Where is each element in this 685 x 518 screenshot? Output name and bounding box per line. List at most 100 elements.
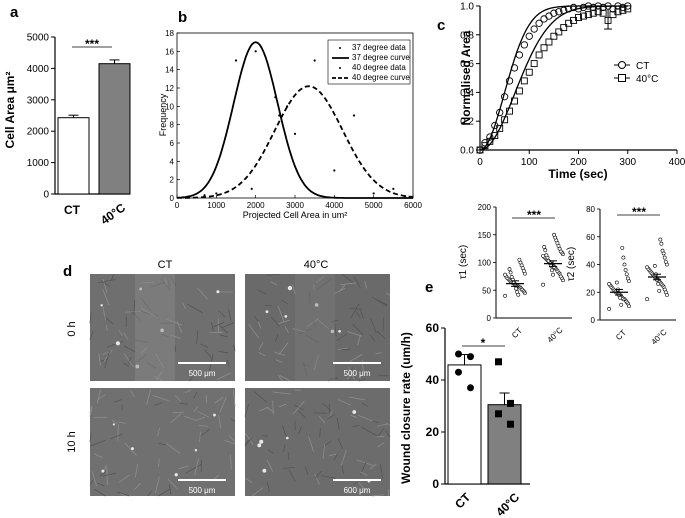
cell-texture	[179, 402, 189, 405]
cell-texture	[110, 433, 123, 440]
c-marker-ct	[569, 3, 578, 12]
c2-point	[614, 280, 619, 285]
c-marker-ct	[555, 8, 563, 16]
e-bar	[487, 404, 522, 485]
c-marker-ct	[486, 133, 494, 141]
c2-point	[662, 255, 667, 260]
e-point-ct	[467, 384, 474, 392]
e-point-ct	[467, 353, 474, 361]
cell-texture	[199, 343, 209, 348]
cell-texture	[106, 340, 124, 348]
c-x-tick-label: 400	[669, 157, 685, 168]
cell-texture	[319, 428, 321, 438]
c2-y-tick-label: 60	[586, 233, 595, 242]
c-marker-40	[530, 60, 538, 68]
bright-spot	[314, 303, 319, 307]
c2-y-tick-label: 40	[586, 261, 595, 270]
chart-e: 0 20 40 60 Wound closure rate (um/h) * CT 4…	[399, 321, 530, 518]
panel-label-a: a	[10, 4, 19, 21]
c2-significance: ***	[632, 205, 646, 219]
cell-texture	[103, 464, 108, 471]
c-marker-40	[550, 32, 558, 40]
cell-texture	[377, 442, 385, 448]
cell-texture	[205, 395, 208, 404]
cell-texture	[337, 347, 348, 351]
cell-texture	[257, 321, 262, 329]
c1-point	[550, 268, 554, 273]
c-marker-ct	[535, 19, 543, 27]
cell-texture	[333, 453, 338, 461]
b-x-tick-label: 0	[175, 201, 180, 210]
bright-spot	[338, 329, 341, 333]
cell-texture	[293, 400, 305, 415]
e-y-label: Wound closure rate (um/h)	[399, 332, 413, 484]
b-fit-curve	[177, 85, 414, 199]
bright-spot	[330, 329, 335, 334]
c2-point	[624, 272, 629, 277]
b-legend-2: 40 degree data	[352, 63, 406, 72]
cell-texture	[133, 299, 136, 313]
cell-texture	[318, 415, 326, 424]
chart-tau1: 0 50 100 150 200 τ1 (sec) *** CT 40°C	[458, 203, 572, 345]
cell-texture	[137, 354, 148, 363]
cell-texture	[244, 404, 249, 417]
c1-point	[503, 293, 508, 298]
cell-texture	[155, 476, 160, 494]
c2-cat-ct: CT	[614, 328, 628, 342]
cell-texture	[111, 419, 117, 424]
bright-spot	[257, 443, 262, 448]
cell-texture	[350, 303, 360, 319]
c2-point	[607, 282, 612, 286]
cell-texture	[89, 439, 106, 447]
cell-texture	[147, 362, 157, 369]
cell-texture	[328, 453, 337, 457]
a-significance: ***	[85, 37, 99, 51]
c-marker-ct	[584, 2, 592, 10]
c2-y-tick-label: 80	[586, 205, 595, 214]
cell-texture	[316, 318, 329, 330]
b-legend-marker-0	[339, 47, 341, 49]
cell-texture	[357, 335, 361, 346]
cell-texture	[154, 402, 163, 406]
c-marker-40	[496, 124, 504, 132]
cell-texture	[330, 408, 333, 416]
cell-texture	[377, 423, 388, 427]
c-y-tick-label: 0.6	[460, 59, 474, 70]
cell-texture	[172, 411, 185, 414]
c1-y-tick-label: 0	[487, 314, 492, 323]
cell-texture	[336, 417, 340, 430]
cell-texture	[350, 415, 358, 418]
cell-texture	[254, 316, 259, 322]
cell-texture	[358, 481, 366, 491]
cell-texture	[330, 319, 339, 323]
e-point-40	[507, 420, 514, 428]
cell-texture	[277, 374, 284, 382]
cell-texture	[170, 413, 182, 424]
cell-texture	[244, 439, 250, 445]
cell-texture	[279, 375, 291, 382]
cell-texture	[91, 471, 97, 487]
cell-texture	[193, 391, 198, 399]
c-marker-40	[486, 137, 494, 145]
cell-texture	[155, 370, 163, 381]
c1-y-tick-label: 150	[478, 231, 492, 240]
c2-point	[659, 241, 664, 246]
c2-point	[645, 297, 650, 302]
cell-texture	[123, 362, 130, 367]
cell-texture	[155, 352, 165, 369]
cell-texture	[98, 353, 101, 366]
cell-texture	[358, 378, 366, 382]
cell-texture	[117, 491, 130, 497]
b-data-point	[372, 192, 375, 195]
cell-texture	[158, 488, 171, 497]
cell-texture	[303, 362, 308, 376]
c1-point	[543, 248, 548, 253]
e-y-tick-label: 0	[432, 477, 439, 491]
cell-texture	[219, 334, 228, 338]
a-bar	[98, 63, 131, 195]
c1-y-tick-label: 50	[482, 286, 491, 295]
cell-texture	[216, 372, 231, 380]
c-legend-marker-0	[618, 61, 626, 69]
b-legend-marker-2	[339, 67, 341, 69]
panel-label-c: c	[437, 17, 445, 34]
